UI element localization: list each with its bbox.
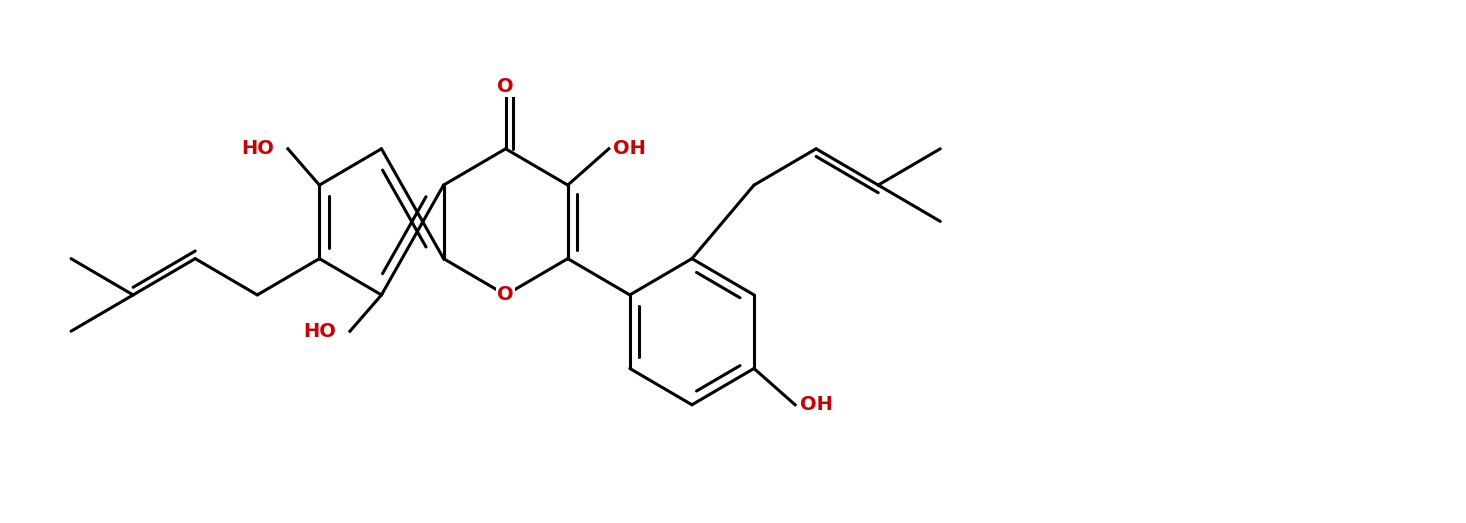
Text: O: O bbox=[497, 286, 515, 304]
Text: HO: HO bbox=[240, 139, 274, 158]
Text: HO: HO bbox=[303, 322, 336, 340]
Text: OH: OH bbox=[613, 139, 647, 158]
Text: O: O bbox=[497, 77, 515, 96]
Text: OH: OH bbox=[799, 395, 833, 414]
